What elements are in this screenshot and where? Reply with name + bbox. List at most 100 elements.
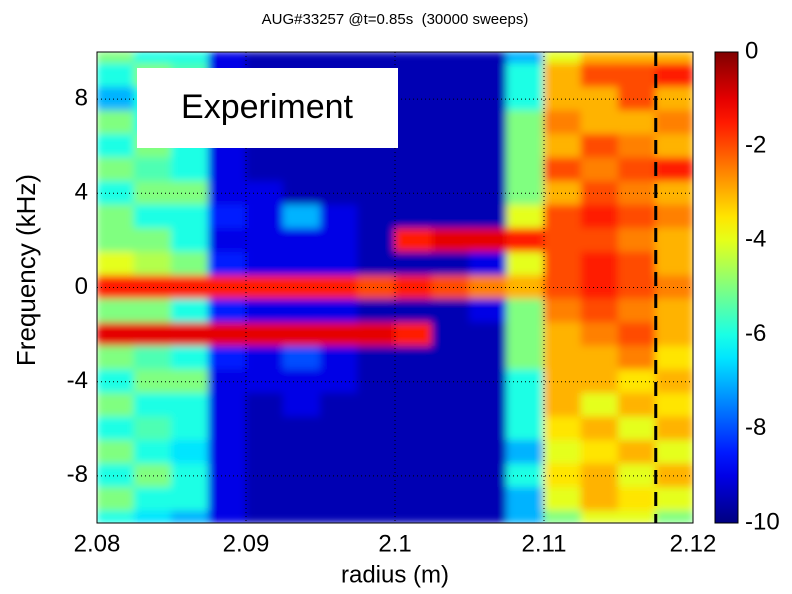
heatmap-cell	[580, 510, 619, 523]
heatmap-cell	[618, 157, 657, 183]
colorbar-tick-label: 0	[745, 37, 758, 64]
heatmap-cell	[320, 322, 359, 347]
heatmap-cell	[469, 133, 508, 159]
heatmap-cell	[394, 204, 433, 230]
heatmap-cell	[655, 110, 693, 135]
heatmap-cell	[469, 157, 508, 183]
heatmap-cell	[580, 133, 619, 159]
heatmap-cell	[245, 463, 284, 489]
heatmap-cell	[543, 63, 582, 88]
heatmap-cell	[208, 369, 247, 394]
heatmap-cell	[655, 392, 693, 418]
heatmap-cell	[133, 392, 172, 418]
heatmap-cell	[655, 63, 693, 88]
heatmap-cell	[543, 157, 582, 183]
heatmap-cell	[506, 416, 545, 442]
heatmap-cell	[506, 322, 545, 347]
heatmap-cell	[431, 487, 470, 512]
heatmap-cell	[469, 228, 508, 253]
heatmap-cell	[282, 510, 321, 523]
heatmap-cell	[171, 204, 210, 230]
heatmap-cell	[431, 52, 470, 65]
heatmap-cell	[133, 369, 172, 394]
heatmap-cell	[245, 181, 284, 206]
heatmap-cell	[97, 463, 135, 489]
heatmap-cell	[282, 298, 321, 324]
heatmap-cell	[320, 298, 359, 324]
heatmap-cell	[320, 345, 359, 371]
heatmap-cell	[133, 463, 172, 489]
heatmap-cell	[320, 392, 359, 418]
heatmap-cell	[469, 275, 508, 300]
heatmap-cell	[171, 510, 210, 523]
colorbar-tick-label: -8	[745, 414, 766, 441]
heatmap-cell	[431, 86, 470, 112]
heatmap-cell	[394, 52, 433, 65]
heatmap-cell	[580, 251, 619, 277]
heatmap-cell	[133, 275, 172, 300]
heatmap-cell	[245, 345, 284, 371]
heatmap-cell	[97, 369, 135, 394]
heatmap-cell	[580, 275, 619, 300]
heatmap-cell	[506, 440, 545, 465]
heatmap-cell	[320, 228, 359, 253]
heatmap-cell	[245, 369, 284, 394]
heatmap-cell	[618, 510, 657, 523]
heatmap-cell	[208, 345, 247, 371]
heatmap-cell	[282, 487, 321, 512]
heatmap-cell	[282, 440, 321, 465]
heatmap-cell	[208, 157, 247, 183]
heatmap-cell	[245, 228, 284, 253]
heatmap-cell	[580, 487, 619, 512]
heatmap-cell	[655, 228, 693, 253]
heatmap-cell	[431, 157, 470, 183]
heatmap-cell	[282, 416, 321, 442]
heatmap-cell	[469, 52, 508, 65]
heatmap-cell	[618, 133, 657, 159]
heatmap-cell	[208, 322, 247, 347]
heatmap-cell	[394, 63, 433, 88]
heatmap-cell	[282, 392, 321, 418]
heatmap-cell	[506, 228, 545, 253]
heatmap-cell	[97, 204, 135, 230]
heatmap-cell	[580, 369, 619, 394]
heatmap-cell	[655, 204, 693, 230]
heatmap-cell	[357, 392, 396, 418]
heatmap-cell	[320, 416, 359, 442]
heatmap-cell	[320, 52, 359, 65]
heatmap-cell	[320, 487, 359, 512]
heatmap-cell	[580, 204, 619, 230]
heatmap-cell	[655, 369, 693, 394]
heatmap-cell	[580, 63, 619, 88]
x-axis-label: radius (m)	[341, 561, 449, 588]
heatmap-cell	[320, 251, 359, 277]
x-tick-label: 2.09	[223, 530, 270, 557]
heatmap-cell	[580, 392, 619, 418]
heatmap-cell	[97, 228, 135, 253]
heatmap-cell	[394, 345, 433, 371]
heatmap-cell	[133, 204, 172, 230]
heatmap-cell	[133, 251, 172, 277]
heatmap-cell	[580, 322, 619, 347]
y-tick-label: 0	[75, 273, 88, 300]
heatmap-cell	[431, 345, 470, 371]
heatmap-cell	[357, 416, 396, 442]
heatmap-cell	[543, 228, 582, 253]
heatmap-cell	[580, 298, 619, 324]
heatmap-cell	[394, 298, 433, 324]
heatmap-cell	[97, 510, 135, 523]
heatmap-cell	[618, 110, 657, 135]
heatmap-cell	[97, 345, 135, 371]
heatmap-cell	[655, 275, 693, 300]
heatmap-cell	[506, 157, 545, 183]
heatmap-cell	[618, 416, 657, 442]
heatmap-cell	[618, 392, 657, 418]
heatmap-cell	[543, 298, 582, 324]
heatmap-cell	[431, 133, 470, 159]
heatmap-cell	[580, 157, 619, 183]
x-tick-label: 2.11	[522, 530, 567, 557]
heatmap-cell	[208, 52, 247, 65]
heatmap-cell	[618, 52, 657, 65]
heatmap-cell	[208, 487, 247, 512]
